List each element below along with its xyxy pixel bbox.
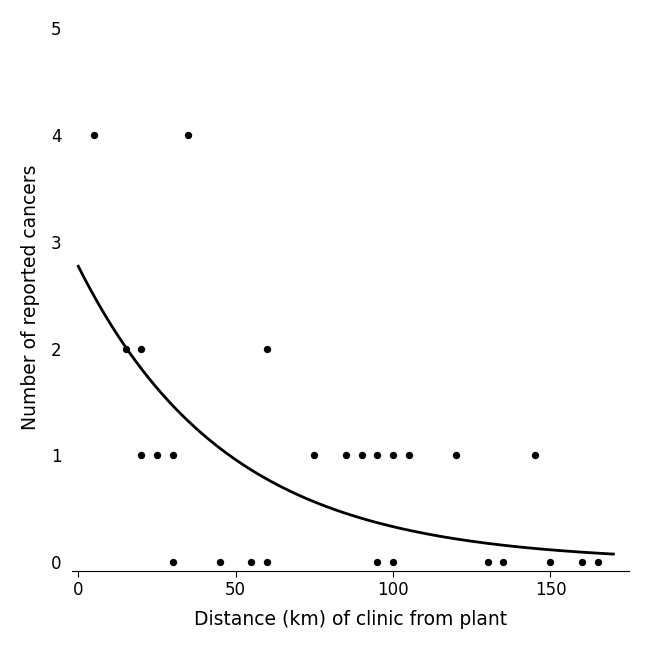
X-axis label: Distance (km) of clinic from plant: Distance (km) of clinic from plant (194, 610, 507, 629)
Point (168, 450, 178, 461)
Point (388, 450, 398, 461)
Point (341, 450, 351, 461)
Point (136, 450, 146, 461)
Point (262, 343, 272, 354)
Point (262, 557, 272, 567)
Point (372, 450, 383, 461)
Point (309, 450, 320, 461)
Point (89, 130, 99, 140)
Point (404, 450, 414, 461)
Point (372, 557, 383, 567)
Point (388, 557, 398, 567)
Point (530, 450, 540, 461)
Point (498, 557, 508, 567)
Point (577, 557, 587, 567)
Point (593, 557, 603, 567)
Point (152, 450, 162, 461)
Point (214, 557, 225, 567)
Point (545, 557, 556, 567)
Point (120, 343, 131, 354)
Point (183, 130, 194, 140)
Point (246, 557, 257, 567)
Point (482, 557, 493, 567)
Point (168, 557, 178, 567)
Y-axis label: Number of reported cancers: Number of reported cancers (21, 164, 40, 430)
Point (136, 343, 146, 354)
Point (356, 450, 367, 461)
Point (451, 450, 462, 461)
